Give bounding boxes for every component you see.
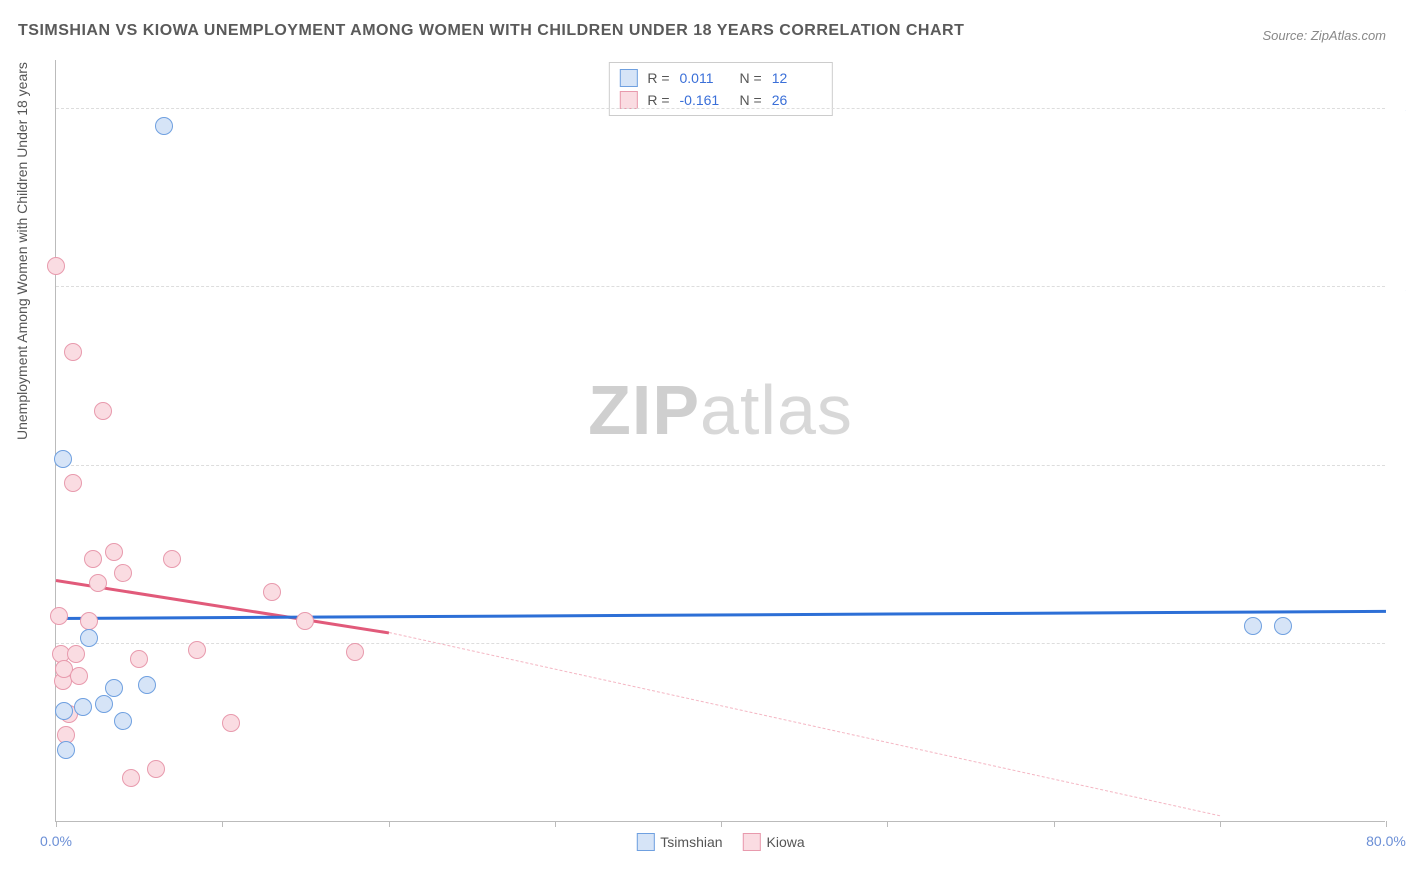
n-label: N = <box>740 67 762 89</box>
x-tick <box>56 821 57 827</box>
point-kiowa <box>80 612 98 630</box>
y-tick-label: 7.5% <box>1390 635 1406 651</box>
series-label-kiowa: Kiowa <box>767 834 805 850</box>
gridline <box>56 465 1385 466</box>
point-kiowa <box>346 643 364 661</box>
legend-item-tsimshian: Tsimshian <box>636 833 722 851</box>
r-label: R = <box>647 67 669 89</box>
x-tick <box>1220 821 1221 827</box>
y-tick-label: 22.5% <box>1390 278 1406 294</box>
source-attribution: Source: ZipAtlas.com <box>1262 28 1386 43</box>
point-tsimshian <box>95 695 113 713</box>
swatch-kiowa <box>619 91 637 109</box>
y-tick-label: 30.0% <box>1390 100 1406 116</box>
point-kiowa <box>263 583 281 601</box>
point-tsimshian <box>155 117 173 135</box>
point-tsimshian <box>1244 617 1262 635</box>
point-kiowa <box>147 760 165 778</box>
chart-container: TSIMSHIAN VS KIOWA UNEMPLOYMENT AMONG WO… <box>0 0 1406 892</box>
gridline <box>56 108 1385 109</box>
point-tsimshian <box>57 741 75 759</box>
point-kiowa <box>188 641 206 659</box>
gridline <box>56 643 1385 644</box>
x-tick <box>389 821 390 827</box>
point-tsimshian <box>54 450 72 468</box>
watermark: ZIPatlas <box>588 370 853 450</box>
point-kiowa <box>222 714 240 732</box>
chart-title: TSIMSHIAN VS KIOWA UNEMPLOYMENT AMONG WO… <box>18 22 964 40</box>
point-kiowa <box>94 402 112 420</box>
point-tsimshian <box>138 676 156 694</box>
point-tsimshian <box>74 698 92 716</box>
point-tsimshian <box>55 702 73 720</box>
y-axis-label: Unemployment Among Women with Children U… <box>14 62 30 440</box>
gridline <box>56 286 1385 287</box>
y-tick-label: 15.0% <box>1390 457 1406 473</box>
x-tick <box>222 821 223 827</box>
point-tsimshian <box>105 679 123 697</box>
legend-item-kiowa: Kiowa <box>743 833 805 851</box>
point-kiowa <box>114 564 132 582</box>
swatch-kiowa <box>743 833 761 851</box>
watermark-atlas: atlas <box>700 371 853 449</box>
point-kiowa <box>64 474 82 492</box>
x-tick <box>1386 821 1387 827</box>
point-tsimshian <box>1274 617 1292 635</box>
point-tsimshian <box>80 629 98 647</box>
x-tick <box>1054 821 1055 827</box>
point-kiowa <box>89 574 107 592</box>
x-tick <box>555 821 556 827</box>
tsimshian-n-value: 12 <box>772 67 822 89</box>
point-kiowa <box>122 769 140 787</box>
series-label-tsimshian: Tsimshian <box>660 834 722 850</box>
x-tick-label: 0.0% <box>40 833 72 849</box>
trendline-kiowa-extrapolated <box>388 632 1219 816</box>
legend-series: Tsimshian Kiowa <box>636 833 804 851</box>
tsimshian-r-value: 0.011 <box>680 67 730 89</box>
point-kiowa <box>47 257 65 275</box>
point-kiowa <box>105 543 123 561</box>
point-kiowa <box>296 612 314 630</box>
point-kiowa <box>67 645 85 663</box>
point-kiowa <box>130 650 148 668</box>
x-tick <box>887 821 888 827</box>
trendline-kiowa <box>56 579 389 634</box>
x-tick-label: 80.0% <box>1366 833 1406 849</box>
point-kiowa <box>50 607 68 625</box>
x-tick <box>721 821 722 827</box>
point-kiowa <box>84 550 102 568</box>
point-kiowa <box>163 550 181 568</box>
swatch-tsimshian <box>636 833 654 851</box>
legend-row-tsimshian: R = 0.011 N = 12 <box>619 67 821 89</box>
point-kiowa <box>64 343 82 361</box>
swatch-tsimshian <box>619 69 637 87</box>
watermark-zip: ZIP <box>588 371 700 449</box>
point-kiowa <box>70 667 88 685</box>
point-tsimshian <box>114 712 132 730</box>
plot-area: ZIPatlas R = 0.011 N = 12 R = -0.161 N =… <box>55 60 1385 822</box>
